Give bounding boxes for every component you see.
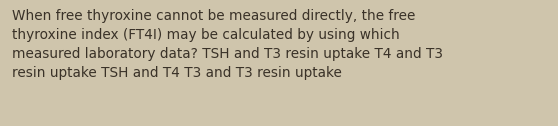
Text: When free thyroxine cannot be measured directly, the free
thyroxine index (FT4I): When free thyroxine cannot be measured d…: [12, 9, 443, 80]
